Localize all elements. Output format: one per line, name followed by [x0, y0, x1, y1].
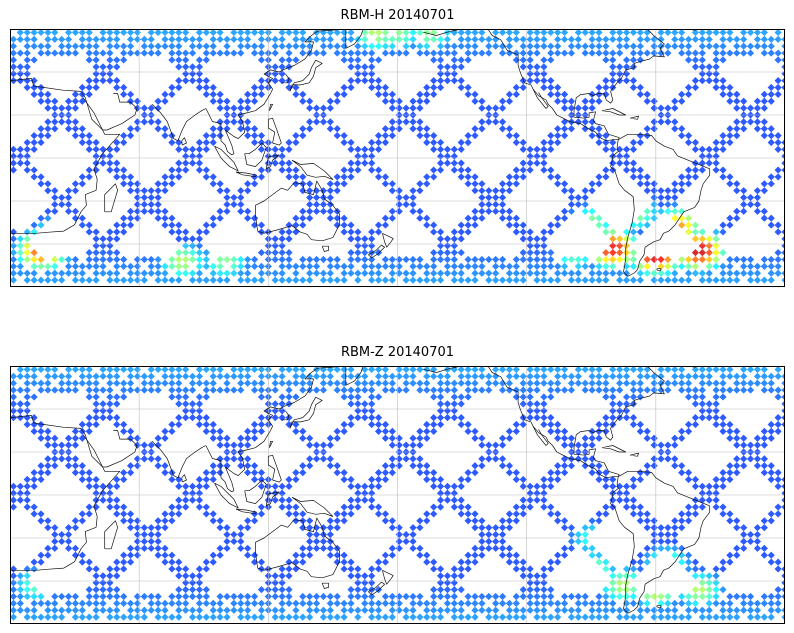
bottom-map-canvas — [10, 366, 785, 624]
bottom-map — [10, 366, 785, 624]
top-map — [10, 29, 785, 287]
top-map-frame — [10, 29, 785, 287]
bottom-panel-title: RBM-Z 20140701 — [340, 345, 455, 360]
bottom-map-frame — [10, 366, 785, 624]
top-map-canvas — [10, 29, 785, 287]
bottom-gridlines — [10, 366, 785, 624]
bottom-coastlines — [10, 366, 711, 614]
top-panel-title: RBM-H 20140701 — [340, 8, 455, 23]
top-coastlines — [10, 29, 711, 277]
top-gridlines — [10, 29, 785, 287]
